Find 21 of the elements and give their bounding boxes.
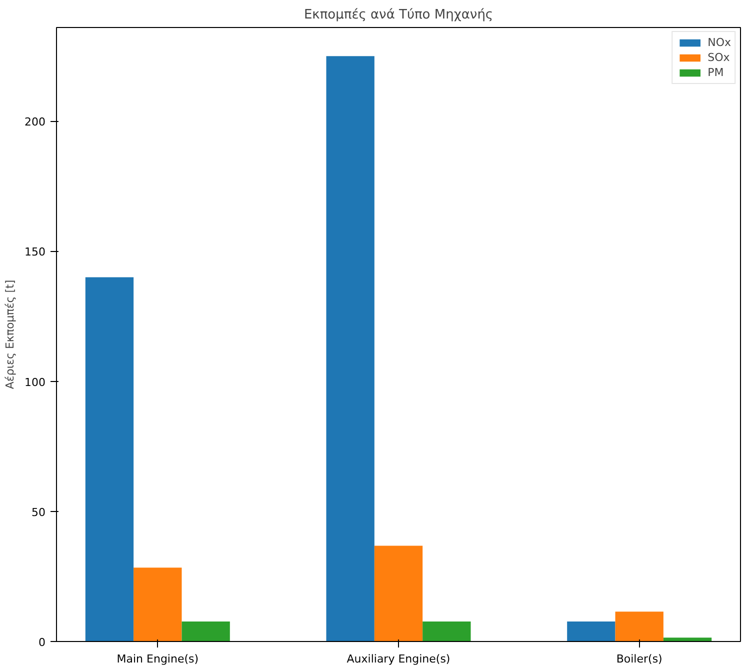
bar: [134, 568, 182, 642]
bar: [326, 56, 374, 642]
y-tick-label: 50: [32, 506, 46, 519]
y-tick-label: 100: [24, 376, 46, 389]
legend-label: NOx: [708, 36, 731, 49]
x-tick-label: Auxiliary Engine(s): [346, 652, 450, 666]
chart-title: Εκπομπές ανά Τύπο Μηχανής: [304, 8, 494, 22]
bar: [422, 621, 471, 642]
y-tick-label: 150: [24, 246, 46, 259]
x-tick-label: Main Engine(s): [116, 652, 199, 666]
y-axis-title: Αέριες Εκπομπές [t]: [4, 280, 17, 390]
x-tick-label: Boiler(s): [616, 652, 662, 666]
bar: [567, 621, 616, 642]
bar: [85, 277, 134, 642]
y-tick-label: 0: [38, 636, 46, 649]
legend-label: PM: [708, 66, 725, 79]
bar: [374, 546, 423, 642]
bar: [182, 621, 230, 642]
y-tick-label: 200: [24, 116, 46, 129]
bar: [615, 612, 664, 642]
legend-label: SOx: [708, 51, 730, 64]
